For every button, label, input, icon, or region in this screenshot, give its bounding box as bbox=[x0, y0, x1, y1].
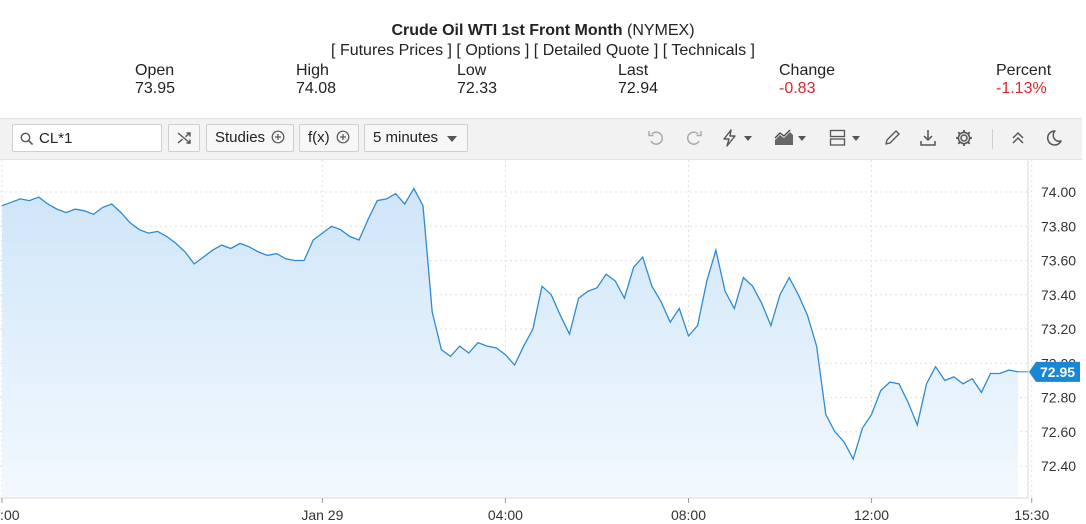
quote-value: 72.94 bbox=[618, 80, 659, 97]
plus-circle-icon bbox=[336, 130, 350, 144]
x-tick-label: 08:00 bbox=[671, 507, 706, 523]
chart-title: Crude Oil WTI 1st Front Month (NYMEX) bbox=[0, 22, 1086, 40]
quote-value: 73.95 bbox=[135, 80, 176, 97]
chart-type-icon[interactable] bbox=[774, 128, 810, 148]
quote-percent: Percent -1.13% bbox=[996, 62, 1051, 98]
quote-label: Percent bbox=[996, 62, 1052, 79]
quote-label: High bbox=[296, 62, 329, 79]
quote-value: -0.83 bbox=[779, 80, 816, 97]
interval-label: 5 minutes bbox=[373, 129, 439, 146]
symbol-input[interactable] bbox=[39, 128, 157, 148]
price-area bbox=[2, 188, 1018, 498]
quote-label: Low bbox=[457, 62, 487, 79]
y-tick-label: 73.40 bbox=[1041, 287, 1076, 303]
instrument-name: Crude Oil WTI 1st Front Month bbox=[391, 22, 623, 39]
y-tick-label: 73.60 bbox=[1041, 253, 1076, 269]
y-tick-label: 72.80 bbox=[1041, 390, 1076, 406]
shuffle-icon bbox=[177, 132, 191, 144]
last-price-label: 72.95 bbox=[1040, 364, 1075, 380]
y-tick-label: 73.20 bbox=[1041, 321, 1076, 337]
search-icon bbox=[20, 132, 34, 146]
y-tick-label: 72.60 bbox=[1041, 424, 1076, 440]
quote-change: Change -0.83 bbox=[779, 62, 835, 98]
download-icon[interactable] bbox=[918, 128, 938, 148]
quote-label: Change bbox=[779, 62, 836, 79]
quote-high: High 74.08 bbox=[296, 62, 336, 98]
quote-last: Last 72.94 bbox=[618, 62, 658, 98]
x-tick-label: Jan 29 bbox=[301, 507, 343, 523]
quote-links: [ Futures Prices ] [ Options ] [ Detaile… bbox=[331, 42, 755, 59]
x-tick-label: 15:30 bbox=[1014, 507, 1049, 523]
lightning-icon[interactable] bbox=[720, 128, 756, 148]
plus-circle-icon bbox=[271, 130, 285, 144]
studies-label: Studies bbox=[215, 129, 266, 146]
link-detailed-quote[interactable]: Detailed Quote bbox=[542, 42, 650, 59]
quote-label: Open bbox=[135, 62, 175, 79]
link-options[interactable]: Options bbox=[465, 42, 521, 59]
compare-button[interactable] bbox=[168, 124, 200, 152]
layout-icon[interactable] bbox=[828, 128, 864, 148]
function-label: f(x) bbox=[308, 129, 330, 146]
interval-select[interactable]: 5 minutes bbox=[364, 124, 468, 152]
x-tick-label: 12:00 bbox=[854, 507, 889, 523]
function-button[interactable]: f(x) bbox=[299, 124, 359, 152]
toolbar-divider bbox=[992, 129, 993, 149]
y-tick-label: 72.40 bbox=[1041, 458, 1076, 474]
last-price-tag bbox=[1029, 361, 1080, 382]
exchange-name: (NYMEX) bbox=[626, 22, 695, 39]
undo-icon[interactable] bbox=[646, 128, 666, 148]
y-tick-label: 73.80 bbox=[1041, 218, 1076, 234]
price-line bbox=[1, 187, 1019, 461]
chart-toolbar: Studies f(x) 5 minutes bbox=[0, 118, 1082, 160]
quote-label: Last bbox=[618, 62, 649, 79]
x-tick-label: 17:00 bbox=[0, 507, 20, 523]
studies-button[interactable]: Studies bbox=[206, 124, 295, 152]
x-tick-label: 04:00 bbox=[488, 507, 523, 523]
gear-icon[interactable] bbox=[954, 128, 974, 148]
quote-value: 74.08 bbox=[296, 80, 337, 97]
last-price-badge: 72.95 bbox=[1018, 361, 1080, 382]
link-futures-prices[interactable]: Futures Prices bbox=[339, 42, 444, 59]
pencil-icon[interactable] bbox=[882, 128, 902, 148]
quote-value: -1.13% bbox=[996, 80, 1047, 97]
link-technicals[interactable]: Technicals bbox=[671, 42, 747, 59]
symbol-search bbox=[12, 124, 162, 152]
redo-icon[interactable] bbox=[684, 128, 704, 148]
y-axis: 74.0073.8073.6073.4073.2073.0072.8072.60… bbox=[1041, 184, 1076, 474]
quote-low: Low 72.33 bbox=[457, 62, 497, 98]
price-chart[interactable]: 74.0073.8073.6073.4073.2073.0072.8072.60… bbox=[0, 160, 1086, 524]
quote-value: 72.33 bbox=[457, 80, 498, 97]
moon-icon[interactable] bbox=[1044, 128, 1064, 148]
chevron-down-icon bbox=[447, 136, 457, 142]
x-axis: 17:00 Jan 29 04:00 08:00 12:00 15:30 bbox=[0, 498, 1049, 523]
collapse-icon[interactable] bbox=[1008, 128, 1028, 148]
y-tick-label: 74.00 bbox=[1041, 184, 1076, 200]
quote-open: Open 73.95 bbox=[135, 62, 175, 98]
